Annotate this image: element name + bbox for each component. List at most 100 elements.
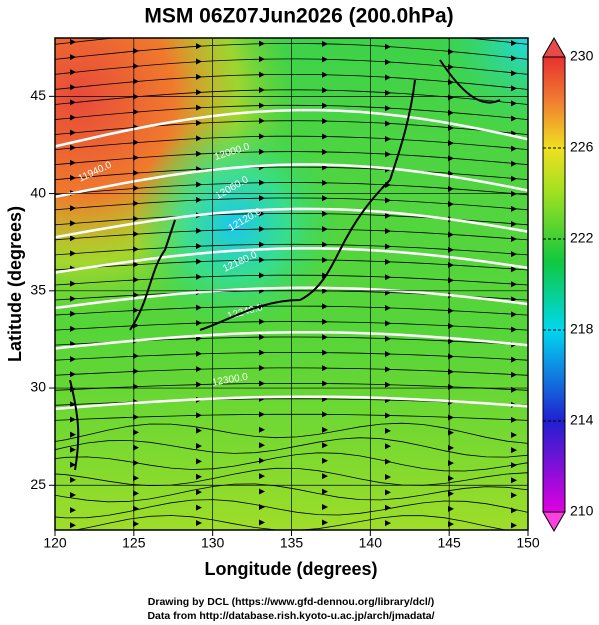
stream-arrow bbox=[70, 371, 76, 378]
stream-arrow bbox=[70, 69, 76, 76]
stream-arrow bbox=[322, 488, 328, 495]
stream-arrow bbox=[196, 227, 202, 234]
stream-arrow bbox=[511, 507, 517, 514]
stream-arrow bbox=[133, 139, 139, 146]
colorbar-tick-label: 210 bbox=[570, 503, 594, 519]
stream-arrow bbox=[511, 55, 517, 62]
stream-arrow bbox=[196, 104, 202, 111]
streamline bbox=[55, 305, 528, 316]
stream-arrow bbox=[322, 179, 328, 186]
stream-arrow bbox=[196, 150, 202, 157]
colorbar: 210 214 218 222 226 230 bbox=[542, 37, 594, 532]
colorbar-upper-extend bbox=[542, 37, 566, 58]
stream-arrow bbox=[70, 522, 76, 529]
stream-arrow bbox=[70, 431, 76, 438]
stream-arrow bbox=[259, 334, 265, 341]
stream-arrow bbox=[70, 325, 76, 332]
y-tick-label: 40 bbox=[30, 184, 46, 200]
stream-arrow bbox=[322, 133, 328, 140]
stream-arrow bbox=[322, 519, 328, 526]
colorbar-lower-extend bbox=[542, 511, 566, 532]
stream-arrow bbox=[511, 100, 517, 107]
streamline bbox=[55, 483, 528, 503]
stream-arrow bbox=[259, 256, 265, 263]
stream-arrow bbox=[70, 537, 76, 543]
stream-arrow bbox=[133, 63, 139, 70]
stream-arrow bbox=[259, 272, 265, 279]
stream-arrow bbox=[511, 85, 517, 92]
stream-arrow bbox=[511, 477, 517, 484]
stream-arrow bbox=[385, 351, 391, 358]
streamline bbox=[55, 212, 528, 226]
y-tick-label: 45 bbox=[30, 87, 46, 103]
stream-arrow bbox=[133, 169, 139, 176]
stream-arrow bbox=[385, 74, 391, 81]
stream-arrow bbox=[322, 210, 328, 217]
stream-arrow bbox=[385, 212, 391, 219]
stream-arrow bbox=[196, 366, 202, 373]
streamline bbox=[55, 274, 528, 286]
contour-line bbox=[55, 286, 528, 310]
streamline bbox=[55, 182, 528, 196]
stream-arrow bbox=[511, 160, 517, 167]
stream-arrow bbox=[511, 311, 517, 318]
stream-arrow bbox=[196, 427, 202, 434]
chart-title: MSM 06Z07Jun2026 (200.0hPa) bbox=[144, 5, 453, 28]
stream-arrow bbox=[133, 307, 139, 314]
stream-arrow bbox=[259, 195, 265, 202]
stream-arrow bbox=[322, 535, 328, 541]
streamline bbox=[55, 74, 528, 90]
stream-arrow bbox=[196, 73, 202, 80]
stream-arrow bbox=[385, 197, 391, 204]
stream-arrow bbox=[259, 179, 265, 186]
streamline bbox=[73, 515, 508, 530]
stream-arrow bbox=[70, 356, 76, 363]
stream-arrow bbox=[196, 489, 202, 496]
stream-arrow bbox=[385, 43, 391, 50]
stream-arrow bbox=[70, 476, 76, 483]
contour-line bbox=[55, 207, 528, 239]
contour-line bbox=[55, 108, 528, 148]
x-tick-label: 150 bbox=[516, 535, 540, 551]
colorbar-body bbox=[542, 56, 566, 513]
stream-arrow bbox=[196, 519, 202, 526]
stream-arrow bbox=[385, 458, 391, 465]
stream-arrow bbox=[70, 507, 76, 514]
contour-line bbox=[55, 331, 528, 350]
stream-arrow bbox=[196, 381, 202, 388]
stream-arrow bbox=[70, 461, 76, 468]
stream-arrow bbox=[385, 520, 391, 527]
stream-arrow bbox=[196, 181, 202, 188]
colorbar-tick-label: 226 bbox=[570, 139, 594, 155]
stream-arrow bbox=[70, 54, 76, 61]
stream-arrow bbox=[322, 56, 328, 63]
streamline bbox=[55, 422, 528, 444]
stream-arrow bbox=[322, 257, 328, 264]
stream-arrow bbox=[511, 462, 517, 469]
stream-arrow bbox=[385, 504, 391, 511]
stream-arrow bbox=[385, 258, 391, 265]
streamline bbox=[55, 43, 528, 60]
stream-arrow bbox=[385, 243, 391, 250]
contour-line bbox=[55, 395, 528, 411]
stream-arrow bbox=[385, 59, 391, 66]
stream-arrow bbox=[133, 246, 139, 253]
stream-arrow bbox=[511, 40, 517, 47]
colorbar-tick-label: 230 bbox=[570, 48, 594, 64]
stream-arrow bbox=[511, 236, 517, 243]
streamline bbox=[55, 197, 528, 211]
stream-arrow bbox=[196, 243, 202, 250]
streamline bbox=[55, 367, 528, 376]
x-tick-label: 120 bbox=[43, 535, 67, 551]
colorbar-tick-label: 222 bbox=[570, 230, 594, 246]
stream-arrow bbox=[511, 326, 517, 333]
stream-arrow bbox=[259, 56, 265, 63]
stream-arrow bbox=[322, 303, 328, 310]
streamline bbox=[55, 104, 528, 121]
stream-arrow bbox=[385, 381, 391, 388]
stream-arrow bbox=[196, 473, 202, 480]
y-tick-label: 25 bbox=[30, 476, 46, 492]
stream-arrow bbox=[259, 318, 265, 325]
stream-arrow bbox=[196, 443, 202, 450]
x-tick-label: 130 bbox=[201, 535, 225, 551]
